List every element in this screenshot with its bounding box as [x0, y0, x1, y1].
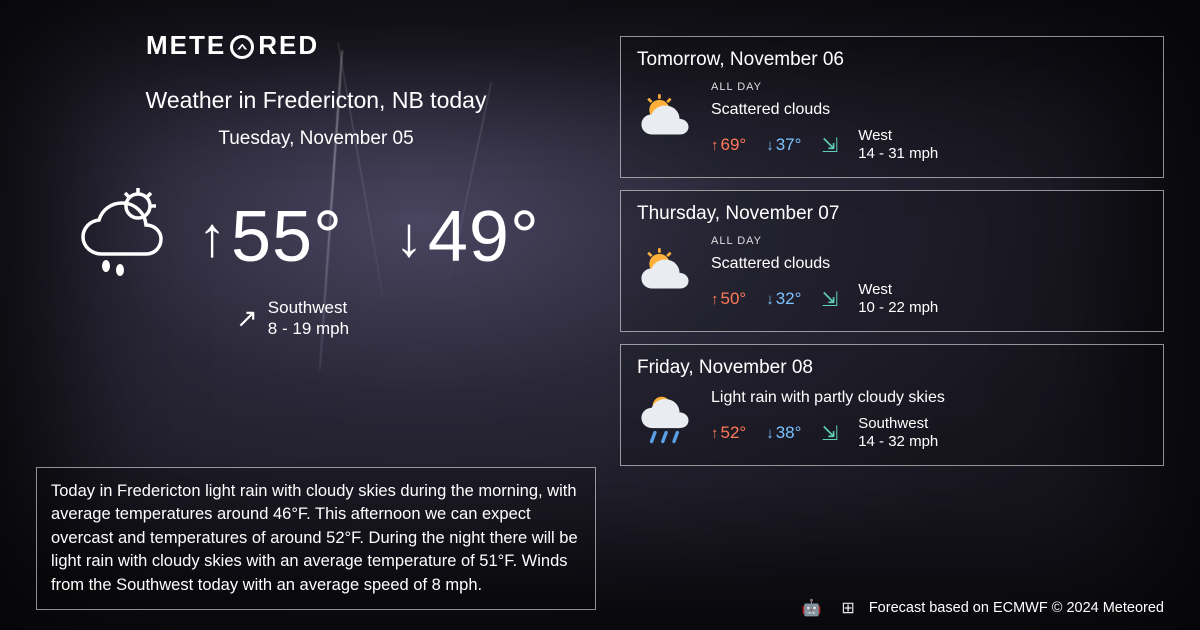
all-day-label: ALL DAY — [711, 81, 1147, 93]
forecast-wind: West10 - 22 mph — [858, 281, 938, 317]
windows-icon: ⊞ — [841, 598, 854, 618]
android-icon: 🤖 — [801, 598, 821, 618]
wind-speed: 8 - 19 mph — [268, 318, 349, 339]
wind-flag-icon: ⇲ — [821, 287, 838, 312]
rain-cloud-sun-icon — [76, 184, 176, 289]
forecast-card: Thursday, November 07 ALL DAY Scattered … — [620, 190, 1164, 332]
current-conditions: ↑55° ↓49° — [76, 184, 596, 289]
forecast-card: Tomorrow, November 06 ALL DAY Scattered … — [620, 36, 1164, 178]
forecast-low: ↓37° — [766, 135, 801, 155]
footer: 🤖 ⊞ Forecast based on ECMWF © 2024 Meteo… — [801, 598, 1164, 618]
sun-cloud-icon — [637, 246, 693, 307]
forecast-low: ↓32° — [766, 289, 801, 309]
all-day-label: ALL DAY — [711, 235, 1147, 247]
forecast-high: ↑69° — [711, 135, 746, 155]
forecast-condition: Scattered clouds — [711, 101, 1147, 119]
wind-arrow-icon: ↗ — [236, 303, 258, 334]
logo-o-icon — [230, 35, 254, 59]
wind-direction: Southwest — [268, 297, 349, 318]
forecast-wind: West14 - 31 mph — [858, 127, 938, 163]
wind-flag-icon: ⇲ — [821, 421, 838, 446]
sun-cloud-icon — [637, 92, 693, 153]
today-high: ↑55° — [198, 196, 343, 278]
wind-flag-icon: ⇲ — [821, 133, 838, 158]
rain-sun-cloud-icon — [637, 390, 693, 451]
forecast-description: Today in Fredericton light rain with clo… — [36, 467, 596, 610]
forecast-high: ↑52° — [711, 423, 746, 443]
forecast-card: Friday, November 08 Light rain with part… — [620, 344, 1164, 466]
brand-logo: METERED — [146, 30, 596, 61]
today-wind: ↗ Southwest 8 - 19 mph — [236, 297, 596, 340]
forecast-high: ↑50° — [711, 289, 746, 309]
forecast-condition: Scattered clouds — [711, 255, 1147, 273]
forecast-date: Thursday, November 07 — [637, 203, 1147, 225]
footer-text: Forecast based on ECMWF © 2024 Meteored — [869, 600, 1164, 616]
today-date: Tuesday, November 05 — [36, 128, 596, 150]
forecast-low: ↓38° — [766, 423, 801, 443]
today-low: ↓49° — [395, 196, 540, 278]
forecast-date: Friday, November 08 — [637, 357, 1147, 379]
forecast-date: Tomorrow, November 06 — [637, 49, 1147, 71]
forecast-condition: Light rain with partly cloudy skies — [711, 389, 1147, 407]
forecast-wind: Southwest14 - 32 mph — [858, 415, 938, 451]
page-title: Weather in Fredericton, NB today — [36, 87, 596, 114]
